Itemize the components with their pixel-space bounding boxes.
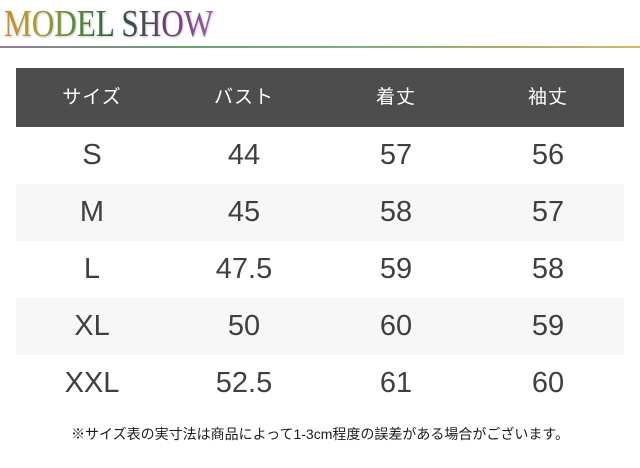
cell-length: 61: [379, 367, 413, 399]
cell-size: XXL: [64, 367, 120, 399]
cell-length: 58: [379, 196, 413, 228]
page-title: MODEL SHOW: [4, 3, 214, 45]
cell-sleeve: 56: [531, 139, 565, 171]
cell-bust: 44: [227, 139, 261, 171]
cell-sleeve: 58: [531, 253, 565, 285]
table-row-xl: XL 50 60 59: [16, 298, 624, 355]
cell-size: L: [83, 253, 101, 285]
cell-length: 59: [379, 253, 413, 285]
cell-length: 60: [379, 310, 413, 342]
header-size: サイズ: [62, 87, 122, 108]
cell-size: M: [79, 196, 105, 228]
header-length: 着丈: [375, 87, 416, 108]
cell-bust: 47.5: [215, 253, 273, 285]
title-divider: [0, 46, 640, 48]
cell-sleeve: 60: [531, 367, 565, 399]
table-row-s: S 44 57 56: [16, 127, 624, 184]
cell-sleeve: 59: [531, 310, 565, 342]
cell-size: XL: [74, 310, 110, 342]
table-row-m: M 45 58 57: [16, 184, 624, 241]
size-table: サイズ バスト 着丈 袖丈 S 44 57 56 M 45 58 57 L 47…: [16, 68, 624, 412]
table-header-row: サイズ バスト 着丈 袖丈: [16, 68, 624, 127]
disclaimer-note: ※サイズ表の実寸法は商品によって1-3cm程度の誤差がある場合がございます。: [71, 426, 569, 442]
cell-sleeve: 57: [531, 196, 565, 228]
table-row-l: L 47.5 59 58: [16, 241, 624, 298]
cell-bust: 50: [227, 310, 261, 342]
cell-bust: 45: [227, 196, 261, 228]
header-bust: バスト: [213, 87, 274, 108]
header-sleeve: 袖丈: [527, 87, 568, 108]
table-row-xxl: XXL 52.5 61 60: [16, 355, 624, 412]
cell-bust: 52.5: [215, 367, 273, 399]
cell-size: S: [82, 139, 102, 171]
cell-length: 57: [379, 139, 413, 171]
